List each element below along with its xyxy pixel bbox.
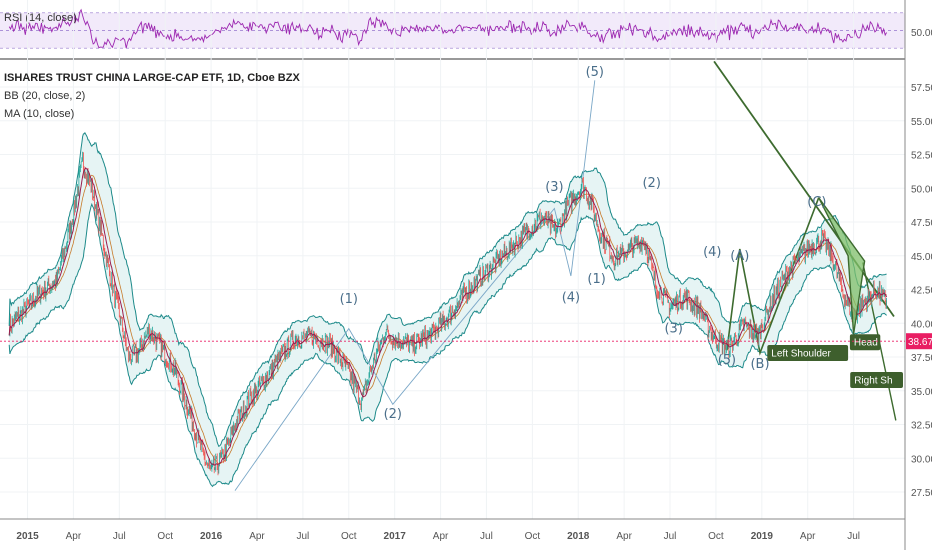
note-box bbox=[850, 372, 903, 388]
x-tick-label: Oct bbox=[708, 531, 724, 542]
y-tick-label: 47.50 bbox=[911, 218, 932, 229]
x-tick-label: Oct bbox=[525, 531, 541, 542]
ma-line bbox=[8, 166, 888, 466]
elliott-wave-line bbox=[234, 80, 596, 491]
y-tick-label: 32.50 bbox=[911, 421, 932, 432]
head-and-shoulders-pattern bbox=[818, 197, 866, 335]
x-tick-label: 2018 bbox=[567, 531, 590, 542]
price-axis[interactable]: 57.50 55.00 52.50 50.00 47.50 45.00 42.50 40.00… bbox=[911, 83, 932, 499]
current-price-tag bbox=[906, 333, 932, 350]
y-tick-label: 42.50 bbox=[911, 286, 932, 297]
wave-label: (B) bbox=[750, 357, 769, 372]
overlays bbox=[234, 60, 897, 491]
pattern-note: Head bbox=[849, 334, 881, 351]
x-tick-label: Jul bbox=[664, 531, 677, 542]
x-tick-label: 2017 bbox=[384, 531, 407, 542]
y-tick-label: 52.50 bbox=[911, 151, 932, 162]
x-tick-label: Apr bbox=[249, 531, 265, 542]
pattern-notes: Left Shoulder Head Right Sh bbox=[767, 334, 903, 388]
y-tick-label: 45.00 bbox=[911, 252, 932, 263]
legend-bb[interactable]: BB (20, close, 2) bbox=[4, 90, 85, 102]
wave-label: (C) bbox=[807, 195, 826, 210]
pattern-note: Left Shoulder bbox=[767, 345, 849, 361]
wave-label: (3) bbox=[664, 322, 682, 337]
x-tick-label: Apr bbox=[616, 531, 632, 542]
wave-label: (4) bbox=[562, 291, 580, 306]
y-tick-label: 57.50 bbox=[911, 83, 932, 94]
pattern-fill bbox=[818, 197, 866, 335]
note-text: Right Sh bbox=[854, 376, 892, 387]
rsi-title: RSI (14, close) bbox=[4, 12, 77, 24]
wave-label: (2) bbox=[384, 407, 402, 422]
wave-label: (5) bbox=[586, 65, 604, 80]
y-tick-label: 55.00 bbox=[911, 117, 932, 128]
current-price-label: 38.67 bbox=[908, 337, 932, 348]
pattern-note: Right Sh bbox=[850, 372, 903, 388]
x-tick-label: 2016 bbox=[200, 531, 223, 542]
rsi-panel: RSI (14, close) 50.00 bbox=[0, 8, 932, 49]
rsi-level-label: 50.00 bbox=[911, 28, 932, 39]
x-tick-label: Jul bbox=[847, 531, 860, 542]
y-tick-label: 35.00 bbox=[911, 387, 932, 398]
x-tick-label: Apr bbox=[800, 531, 816, 542]
current-price-marker: 38.67 bbox=[0, 333, 932, 350]
x-tick-label: Apr bbox=[433, 531, 449, 542]
bb-lower bbox=[8, 202, 887, 488]
wave-label: (1) bbox=[587, 272, 605, 287]
wave-label: (3) bbox=[545, 180, 563, 195]
wave-label: (4) bbox=[703, 245, 721, 260]
rsi-line bbox=[8, 8, 887, 49]
bb-fill bbox=[9, 132, 887, 487]
wave-label: (1) bbox=[340, 292, 358, 307]
legend: ISHARES TRUST CHINA LARGE-CAP ETF, 1D, C… bbox=[4, 72, 300, 120]
note-text: Left Shoulder bbox=[771, 349, 831, 360]
note-box bbox=[767, 345, 849, 361]
y-tick-label: 37.50 bbox=[911, 353, 932, 364]
legend-ma[interactable]: MA (10, close) bbox=[4, 108, 74, 120]
bb-upper bbox=[8, 131, 887, 448]
x-tick-label: 2015 bbox=[16, 531, 39, 542]
wave-labels: (1) (2) (3) (4) (5) (1) (2) (3) (4) (5) (A) (B) (C) bbox=[340, 65, 827, 422]
x-tick-label: Jul bbox=[296, 531, 309, 542]
descending-trend-line bbox=[713, 60, 895, 318]
x-tick-label: Apr bbox=[66, 531, 82, 542]
wave-label: (2) bbox=[642, 176, 660, 191]
y-tick-label: 27.50 bbox=[911, 488, 932, 499]
wave-label: (5) bbox=[718, 353, 736, 368]
x-tick-label: 2019 bbox=[751, 531, 774, 542]
y-tick-label: 50.00 bbox=[911, 184, 932, 195]
y-tick-label: 40.00 bbox=[911, 319, 932, 330]
legend-main[interactable]: ISHARES TRUST CHINA LARGE-CAP ETF, 1D, C… bbox=[4, 72, 300, 84]
x-tick-label: Jul bbox=[113, 531, 126, 542]
x-tick-label: Oct bbox=[157, 531, 173, 542]
x-tick-label: Oct bbox=[341, 531, 357, 542]
x-tick-label: Jul bbox=[480, 531, 493, 542]
time-axis[interactable]: 2015 Apr Jul Oct 2016 Apr Jul Oct 2017 Apr Jul Oct 2… bbox=[16, 531, 860, 542]
y-tick-label: 30.00 bbox=[911, 454, 932, 465]
note-text: Head bbox=[854, 338, 878, 349]
wave-label: (A) bbox=[730, 249, 749, 264]
note-box bbox=[849, 334, 881, 351]
